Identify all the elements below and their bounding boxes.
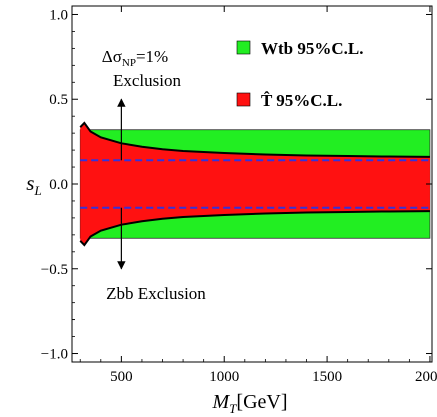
that-lower-boundary	[79, 210, 430, 247]
x-axis-label: MT[GeV]	[212, 391, 288, 416]
annotation-delta-sigma: ΔσNP=1%	[102, 47, 168, 69]
legend-label-that: T̂ 95%C.L.	[261, 91, 342, 110]
x-tick-label: 1000	[209, 369, 239, 385]
legend-label-wtb: Wtb 95%C.L.	[261, 39, 363, 58]
y-tick-label: −0.5	[41, 262, 68, 278]
y-tick-label: −1.0	[41, 347, 68, 363]
that-band	[80, 122, 430, 246]
x-tick-label: 2000	[415, 369, 437, 385]
legend-swatch-wtb	[236, 40, 251, 55]
y-tick-label: 1.0	[49, 7, 68, 23]
annotation-zbb-exclusion: Zbb Exclusion	[106, 284, 206, 303]
annotation-exclusion-top: Exclusion	[113, 71, 181, 90]
x-tick-label: 1500	[312, 369, 342, 385]
x-tick-label: 500	[110, 369, 133, 385]
that-upper-boundary	[79, 121, 430, 158]
legend: Wtb 95%C.L. T̂ 95%C.L.	[236, 39, 363, 110]
y-tick-label: 0.5	[49, 92, 68, 108]
y-axis-label: sL	[26, 171, 41, 198]
legend-swatch-that	[236, 92, 251, 107]
y-tick-label: 0.0	[49, 177, 68, 193]
